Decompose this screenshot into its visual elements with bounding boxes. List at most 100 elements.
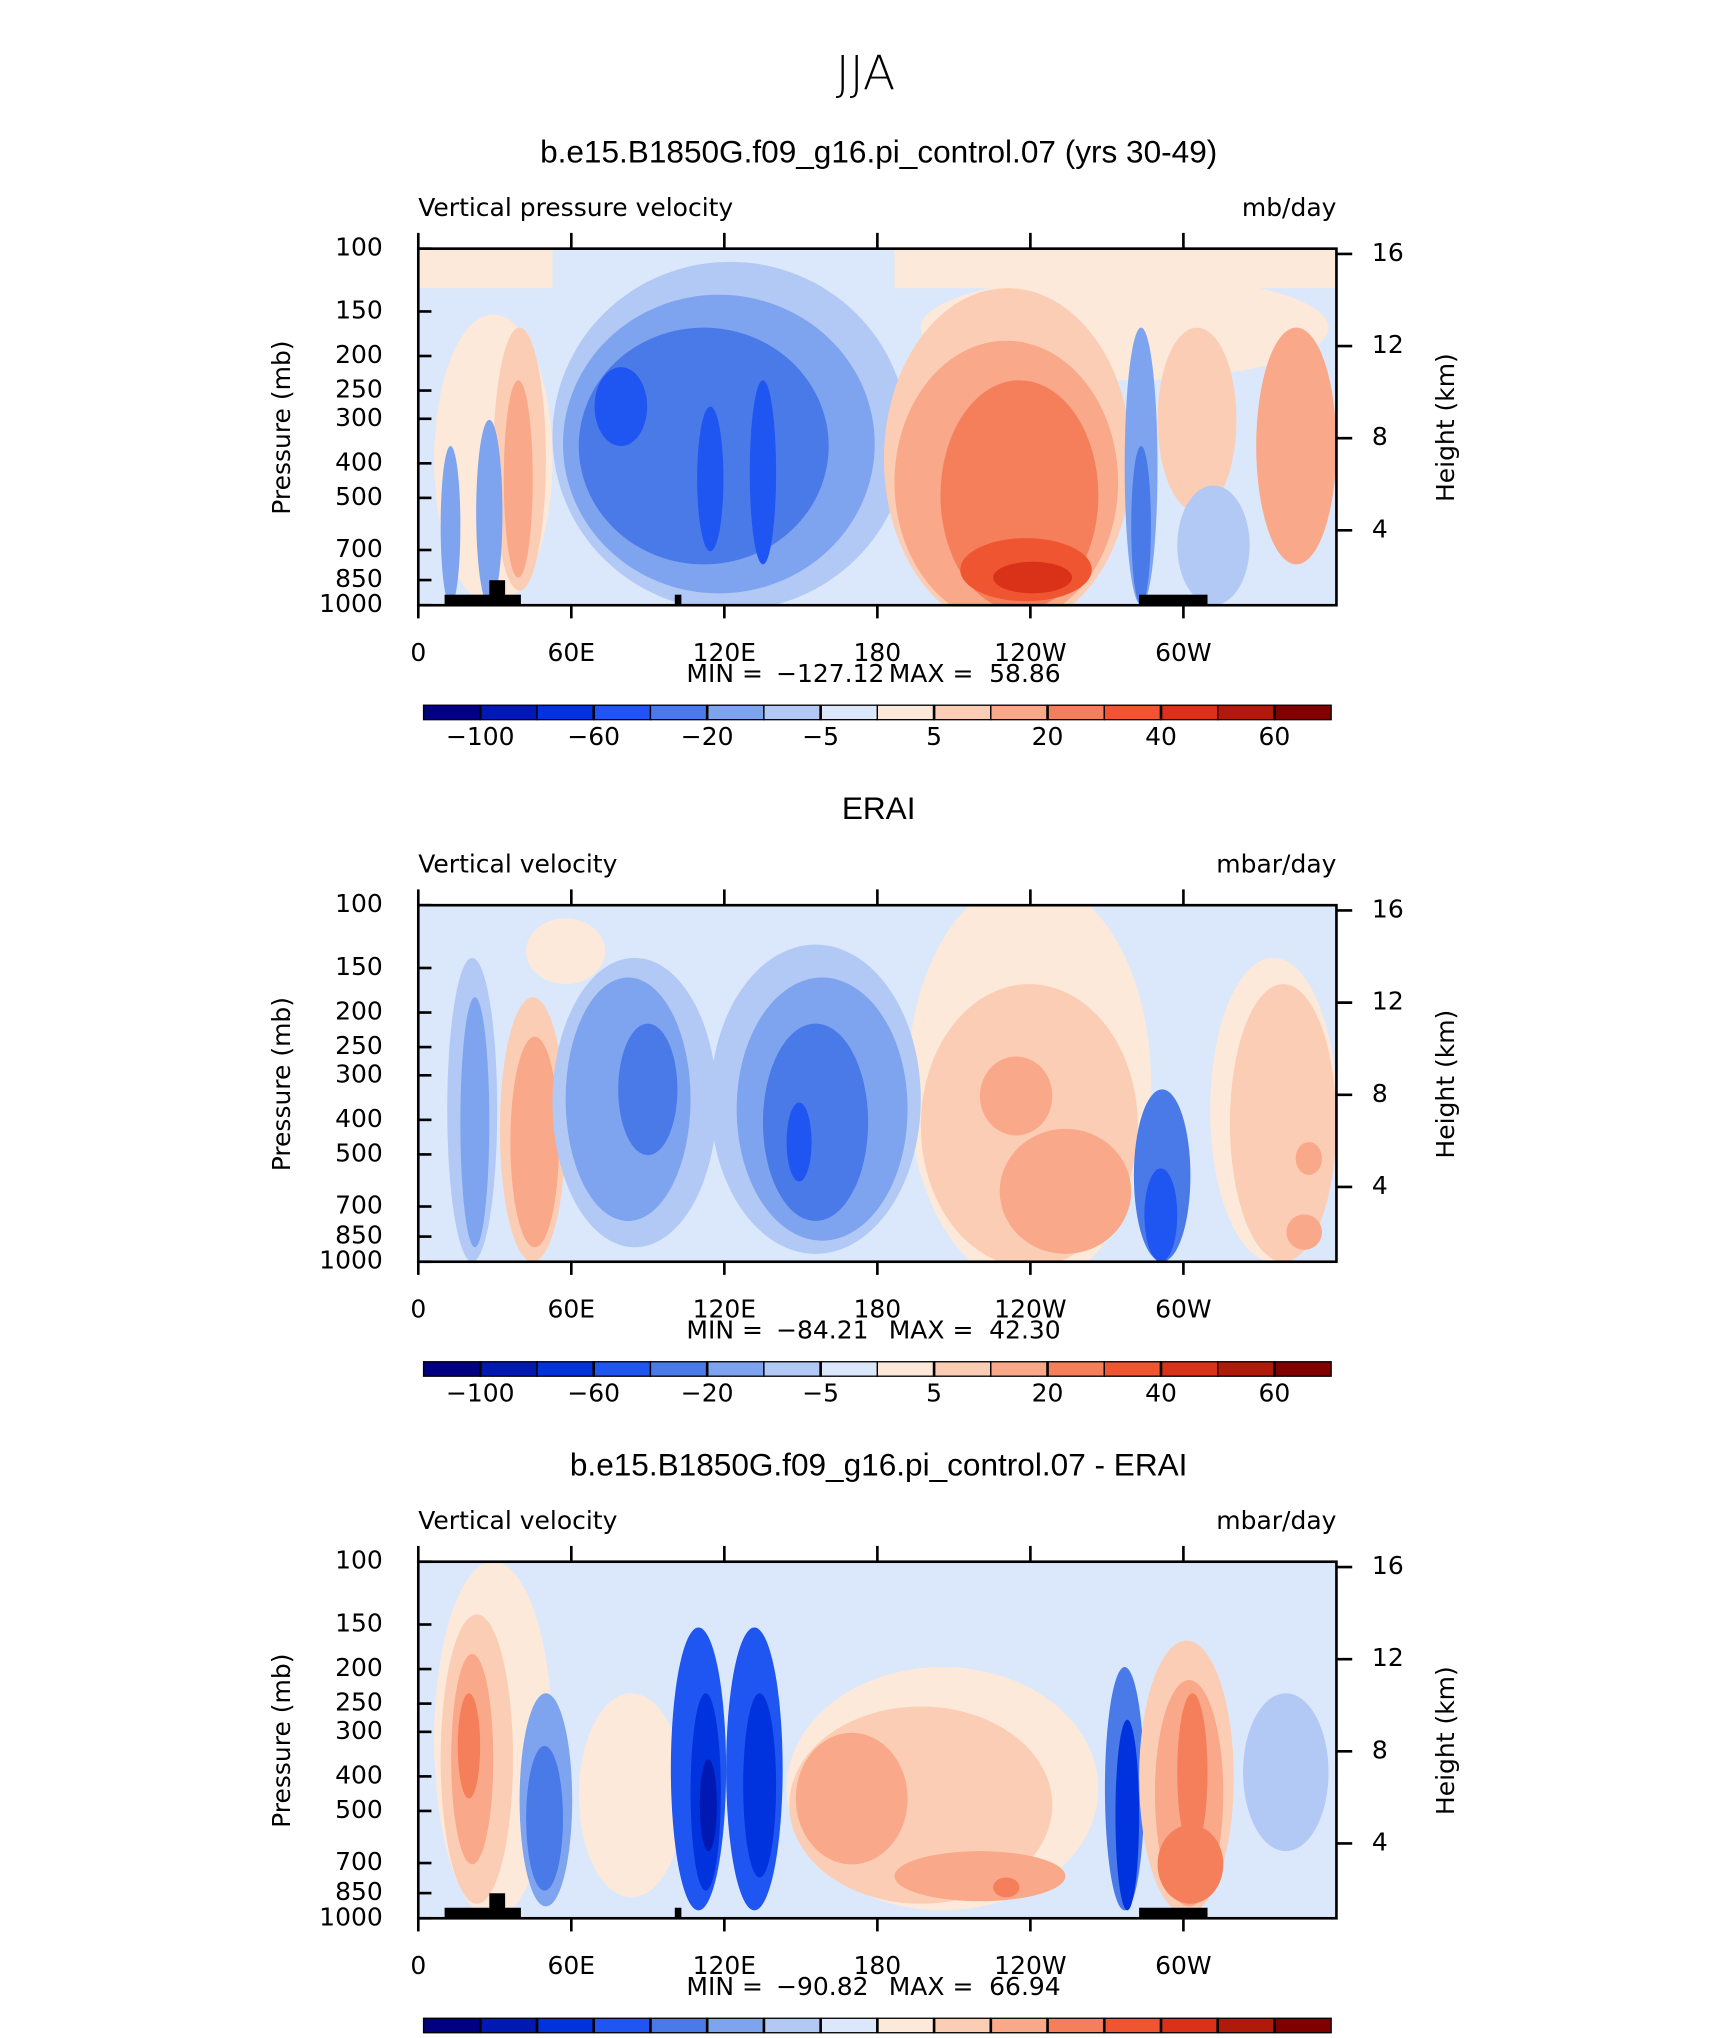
contour-region — [1157, 327, 1237, 512]
colorbar-label: −20 — [681, 722, 734, 751]
y-tick-label: 150 — [335, 952, 383, 981]
y-tick-label: 200 — [335, 340, 383, 369]
contour-field — [418, 1561, 1337, 1919]
field-name: Vertical velocity — [418, 1506, 617, 1535]
colorbar-box — [536, 704, 595, 721]
contour-region — [618, 1023, 678, 1156]
land — [1139, 594, 1208, 606]
colorbar-box — [819, 704, 879, 721]
colorbar-box — [706, 1361, 765, 1377]
y-tick-label: 850 — [335, 1877, 383, 1906]
y-tick-label: 150 — [335, 295, 383, 324]
y2-tick-label: 8 — [1372, 1079, 1388, 1108]
colorbar-box — [990, 1361, 1049, 1377]
colorbar-label: −60 — [567, 1379, 620, 1408]
colorbar-box — [763, 1361, 822, 1377]
field-units: mb/day — [1242, 193, 1337, 222]
colorbar-box — [1273, 704, 1332, 721]
x-tick-label: 0 — [410, 638, 426, 667]
colorbar-box — [1046, 704, 1105, 721]
colorbar-box — [933, 704, 992, 721]
y-axis-label: Pressure (mb) — [267, 997, 296, 1171]
y-tick-label: 700 — [335, 1847, 383, 1876]
colorbar-label: 0 — [869, 2035, 885, 2038]
min-label: MIN = — [686, 1315, 762, 1344]
colorbar-label: −50 — [454, 2035, 507, 2038]
y-tick-label: 400 — [335, 447, 383, 476]
x-tick-label: 180 — [854, 638, 902, 667]
y-tick-label: 700 — [335, 1191, 383, 1220]
y-tick-label: 300 — [335, 1716, 383, 1745]
contour-region — [1286, 1214, 1322, 1250]
colorbar-box — [536, 2017, 595, 2034]
contour-region — [526, 918, 606, 985]
y2-tick-label: 4 — [1372, 514, 1388, 543]
y2-tick-label: 4 — [1372, 1827, 1388, 1856]
land — [489, 1893, 506, 1919]
y-tick-label: 250 — [335, 1688, 383, 1717]
colorbar-box — [819, 2017, 879, 2034]
panel-title: b.e15.B1850G.f09_g16.pi_control.07 - ERA… — [570, 1446, 1188, 1482]
colorbar-box — [422, 1361, 481, 1377]
contour-region — [979, 1056, 1053, 1136]
colorbar-box — [990, 704, 1049, 721]
colorbar-box — [479, 2017, 538, 2034]
x-tick-label: 60W — [1155, 638, 1211, 667]
colorbar-box — [422, 2017, 481, 2034]
y-tick-label: 200 — [335, 997, 383, 1026]
colorbar-box — [1103, 704, 1162, 721]
colorbar-box — [593, 704, 652, 721]
contour-region — [457, 1693, 481, 1799]
contour-region — [1115, 1719, 1140, 1911]
y2-axis-label: Height (km) — [1431, 1010, 1460, 1159]
colorbar-label: −100 — [446, 722, 515, 751]
colorbar-box — [763, 704, 822, 721]
colorbar-box — [422, 704, 481, 721]
y-axis-label: Pressure (mb) — [267, 1653, 296, 1827]
colorbar-label: 5 — [926, 1379, 942, 1408]
x-tick-label: 60E — [548, 1294, 596, 1323]
colorbar-label: −15 — [681, 2035, 734, 2038]
colorbar-label: −5 — [802, 722, 839, 751]
contour-region — [510, 1036, 560, 1248]
y-tick-label: 500 — [335, 1795, 383, 1824]
contour-region — [993, 1877, 1020, 1898]
y-tick-label: 400 — [335, 1104, 383, 1133]
contour-region — [795, 1732, 908, 1865]
land — [489, 580, 506, 606]
contour-region — [1177, 1693, 1208, 1852]
colorbar-label: −60 — [567, 722, 620, 751]
y2-tick-label: 16 — [1372, 894, 1404, 923]
contour-region — [1229, 984, 1337, 1262]
panel-title: ERAI — [842, 790, 916, 826]
y2-tick-label: 8 — [1372, 422, 1388, 451]
contour-region — [1177, 485, 1250, 606]
contour-region — [418, 248, 553, 289]
x-tick-label: 0 — [410, 1951, 426, 1980]
colorbar-box — [1046, 1361, 1105, 1377]
y2-tick-label: 8 — [1372, 1735, 1388, 1764]
y-tick-label: 100 — [335, 1546, 383, 1575]
colorbar-box — [1160, 1361, 1219, 1377]
figure-title: JJA — [836, 46, 895, 101]
contour-region — [762, 1023, 869, 1221]
contour-field — [418, 248, 1337, 606]
colorbar-box — [593, 1361, 652, 1377]
colorbar-box — [649, 704, 708, 721]
y2-tick-label: 12 — [1372, 987, 1404, 1016]
x-tick-label: 60W — [1155, 1294, 1211, 1323]
colorbar-box — [479, 704, 538, 721]
colorbar-label: −5 — [802, 1379, 839, 1408]
colorbar-box — [763, 2017, 822, 2034]
colorbar-label: −100 — [446, 1379, 515, 1408]
colorbar-box — [706, 2017, 765, 2034]
contour-region — [697, 406, 724, 552]
contour-region — [743, 1693, 777, 1878]
contour-region — [894, 1851, 1066, 1902]
min-value: −127.12 — [776, 659, 884, 688]
contour-region — [526, 1745, 563, 1891]
y-axis-label: Pressure (mb) — [267, 340, 296, 514]
colorbar-box — [593, 2017, 652, 2034]
max-label: MAX = — [889, 1315, 974, 1344]
